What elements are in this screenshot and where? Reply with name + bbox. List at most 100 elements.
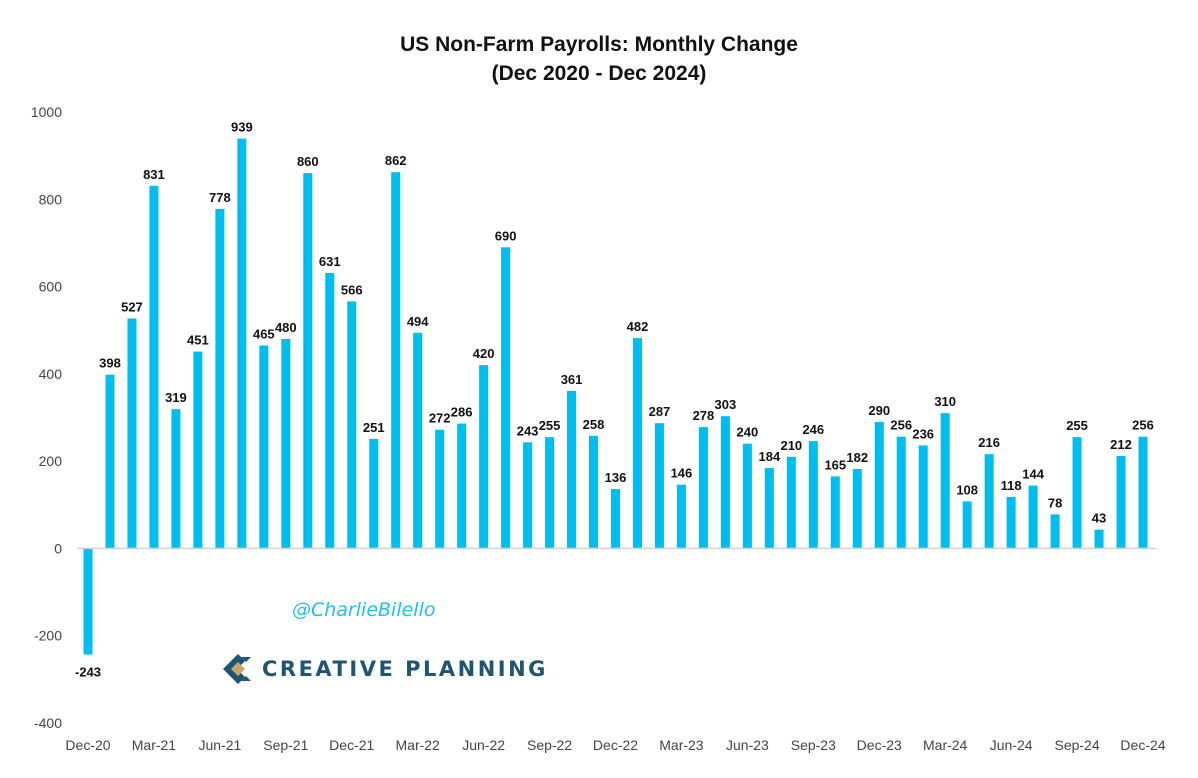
- data-label: 144: [1022, 467, 1044, 482]
- bar: [611, 489, 620, 549]
- y-tick-label: 0: [54, 540, 62, 556]
- data-label: 310: [934, 394, 956, 409]
- x-tick-label: Dec-23: [857, 737, 902, 753]
- data-label: 212: [1110, 437, 1132, 452]
- data-label: 287: [649, 404, 671, 419]
- bar: [1138, 436, 1148, 549]
- data-label: 631: [319, 254, 341, 269]
- data-label: 243: [517, 423, 539, 438]
- data-label: 319: [165, 390, 187, 405]
- x-tick-label: Dec-24: [1120, 737, 1165, 753]
- data-label: 255: [1066, 418, 1088, 433]
- bar: [1116, 455, 1126, 549]
- y-tick-label: 400: [39, 366, 63, 382]
- data-label: 831: [143, 167, 165, 182]
- chart-subtitle: (Dec 2020 - Dec 2024): [491, 62, 707, 85]
- bar: [435, 429, 445, 549]
- data-label: 136: [605, 470, 627, 485]
- bar: [632, 338, 642, 549]
- bar: [852, 468, 862, 549]
- bar: [127, 318, 137, 549]
- bar: [501, 247, 511, 549]
- x-tick-label: Dec-21: [329, 737, 374, 753]
- bar: [808, 441, 818, 549]
- x-tick-label: Dec-20: [65, 737, 110, 753]
- x-tick-label: Sep-23: [791, 737, 836, 753]
- bar: [567, 390, 577, 549]
- x-tick-label: Sep-24: [1054, 737, 1099, 753]
- data-label: 939: [231, 120, 253, 135]
- bar: [962, 501, 972, 549]
- bar: [1028, 485, 1038, 549]
- logo-text: CREATIVE PLANNING: [262, 657, 548, 681]
- y-tick-label: -400: [34, 715, 62, 731]
- data-label: 240: [737, 425, 759, 440]
- bar: [479, 365, 489, 549]
- data-label: 494: [407, 314, 429, 329]
- data-label: 278: [693, 408, 715, 423]
- data-label: 210: [780, 438, 802, 453]
- data-label: 255: [539, 418, 561, 433]
- bar: [918, 445, 928, 549]
- data-label: 420: [473, 346, 495, 361]
- data-label: 272: [429, 411, 451, 426]
- data-label: 118: [1001, 478, 1022, 493]
- bar: [589, 435, 599, 549]
- data-label: 182: [846, 450, 868, 465]
- data-label: -243: [75, 664, 101, 679]
- data-label: 258: [583, 417, 605, 432]
- x-tick-label: Mar-21: [132, 737, 177, 753]
- bar: [391, 172, 401, 549]
- bar: [149, 185, 159, 549]
- data-label: 78: [1048, 495, 1062, 510]
- x-tick-label: Sep-21: [263, 737, 308, 753]
- creative-planning-logo-icon: [223, 654, 251, 684]
- bar: [698, 427, 708, 549]
- x-tick-label: Jun-21: [198, 737, 241, 753]
- bar: [325, 273, 335, 549]
- data-label: 480: [275, 320, 297, 335]
- x-tick-label: Jun-24: [990, 737, 1033, 753]
- bar: [83, 548, 93, 655]
- data-label: 251: [363, 420, 385, 435]
- bar: [940, 413, 950, 549]
- data-label: 690: [495, 228, 517, 243]
- x-tick-label: Jun-22: [462, 737, 505, 753]
- author-handle: @CharlieBilello: [292, 599, 436, 621]
- y-tick-label: 1000: [31, 104, 62, 120]
- bar: [830, 476, 840, 549]
- bar: [742, 443, 752, 549]
- data-label: 184: [759, 449, 781, 464]
- data-label: 398: [99, 356, 121, 371]
- bar: [259, 345, 269, 549]
- bar: [654, 423, 664, 549]
- x-tick-label: Dec-22: [593, 737, 638, 753]
- bar: [281, 338, 291, 549]
- bar: [764, 468, 774, 549]
- bar: [1050, 514, 1060, 549]
- data-label: 286: [451, 405, 473, 420]
- creative-planning-logo: CREATIVE PLANNING: [222, 653, 548, 685]
- y-tick-label: -200: [34, 628, 62, 644]
- data-label: 527: [121, 299, 143, 314]
- data-label: 361: [561, 372, 583, 387]
- data-label: 236: [912, 426, 934, 441]
- bar: [193, 351, 203, 549]
- bar: [786, 456, 796, 549]
- data-label: 482: [627, 319, 649, 334]
- x-tick-label: Jun-23: [726, 737, 769, 753]
- bar: [215, 208, 225, 549]
- bar: [720, 416, 730, 549]
- bar: [1006, 496, 1016, 549]
- bar: [896, 436, 906, 549]
- data-label: 290: [868, 403, 890, 418]
- bar: [523, 442, 533, 549]
- chart-title: US Non-Farm Payrolls: Monthly Change: [400, 33, 798, 56]
- data-label: 246: [802, 422, 824, 437]
- data-label: 108: [956, 482, 978, 497]
- bar: [105, 374, 115, 549]
- bar: [984, 454, 994, 549]
- bar: [347, 301, 357, 549]
